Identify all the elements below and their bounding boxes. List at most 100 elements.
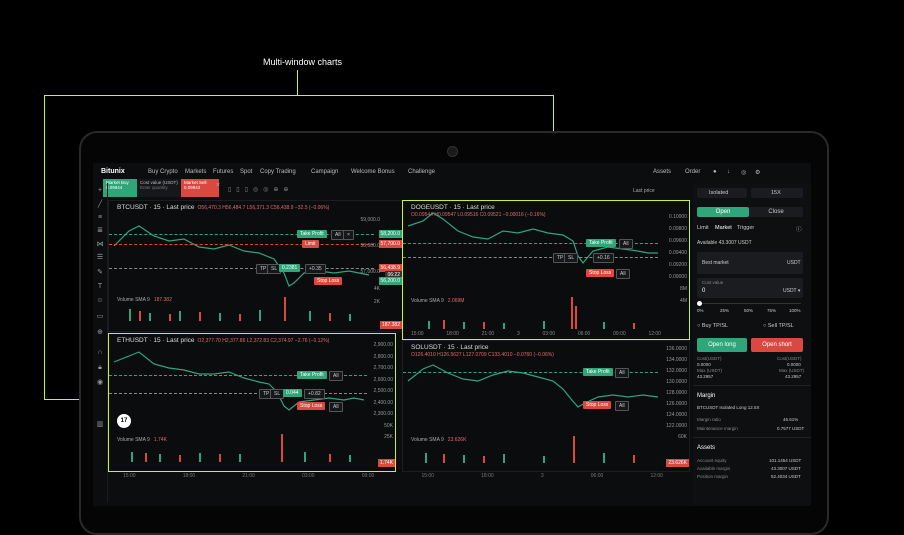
open-short-button[interactable]: Open short <box>751 338 803 352</box>
available-margin-label: Available margin <box>697 466 731 471</box>
size-slider[interactable] <box>699 303 801 304</box>
market-sell-button[interactable]: Market Sell 0.09943 <box>181 179 219 197</box>
stop-loss-label[interactable]: Stop Loss <box>586 269 615 277</box>
cost-label: Cost value <box>702 280 724 285</box>
x-tick: 03:00 <box>542 331 556 337</box>
nav-markets[interactable]: Markets <box>185 169 207 175</box>
take-profit-label[interactable]: Take Profit <box>297 371 327 379</box>
cost-unit[interactable]: USDT ▾ <box>783 288 801 294</box>
download-icon[interactable]: ↓ <box>727 169 730 175</box>
stop-loss-label[interactable]: Stop Loss <box>297 402 326 410</box>
zoom-icon[interactable]: ⊕ <box>97 329 103 336</box>
nav-copy-trading[interactable]: Copy Trading <box>260 169 296 175</box>
sell-tpsl-checkbox[interactable]: ○ Sell TP/SL <box>763 323 794 329</box>
lastprice-select[interactable]: Last price <box>633 188 655 194</box>
available-balance: Available 43.3007 USDT <box>697 240 752 246</box>
size-slider-handle[interactable] <box>697 301 702 306</box>
lock-icon[interactable]: 🔒︎ <box>98 364 102 371</box>
nav-challenge[interactable]: Challenge <box>408 169 436 175</box>
settings-icon[interactable]: ⚙ <box>755 170 761 176</box>
nav-assets[interactable]: Assets <box>653 169 672 175</box>
open-tab[interactable]: Open <box>697 207 749 217</box>
x-tick: 18:00 <box>481 473 494 479</box>
pattern-icon[interactable]: ⋈ <box>96 241 104 248</box>
chart-solusdt[interactable]: SOLUSDT · 15 · Last price O126.4010 H126.… <box>402 340 690 472</box>
magnet-icon[interactable]: ∩ <box>97 349 103 356</box>
pct-50[interactable]: 50% <box>744 308 754 313</box>
max-short-label: Max (USDT) <box>779 368 804 373</box>
cost-value-input[interactable]: Cost value (USDT) Enter quantity <box>137 179 181 197</box>
nav-buy-crypto[interactable]: Buy Crypto <box>148 169 178 175</box>
chart-btcusdt[interactable]: BTCUSDT · 15 · Last price O56,470.3 H56,4… <box>108 200 403 332</box>
text-icon[interactable]: T <box>97 283 103 290</box>
y-axis: 136.0000 134.0000 132.0000 130.0000 128.… <box>666 344 687 443</box>
market-buy-button[interactable]: Market Buy 0.09944 <box>103 179 143 197</box>
pct-100[interactable]: 100% <box>789 308 801 313</box>
sl-all-button[interactable]: All <box>329 402 343 412</box>
limit-label[interactable]: Limit <box>302 240 319 248</box>
tp-close-button[interactable]: × <box>343 230 354 240</box>
tab-trigger[interactable]: Trigger <box>737 225 755 231</box>
stop-loss-label[interactable]: Stop Loss <box>583 401 612 409</box>
open-long-button[interactable]: Open long <box>697 338 747 352</box>
quickbar-close-icon[interactable]: × <box>216 182 221 189</box>
sl-button[interactable]: SL <box>270 389 285 399</box>
tab-limit[interactable]: Limit <box>697 225 709 231</box>
emoji-icon[interactable]: ☺ <box>96 297 104 304</box>
y-tick: 50K <box>384 422 393 429</box>
tp-all-button[interactable]: All <box>619 239 633 249</box>
sl-all-button[interactable]: All <box>615 401 629 411</box>
chart-ethusdt[interactable]: ETHUSDT · 15 · Last price O2,377.70 H2,37… <box>108 333 396 472</box>
channel-icon[interactable]: ≣ <box>97 227 103 234</box>
pct-25[interactable]: 25% <box>720 308 730 313</box>
sl-all-button[interactable]: All <box>616 269 630 279</box>
tp-line <box>109 234 374 235</box>
position-qty[interactable]: 0.044 <box>283 389 302 397</box>
pct-0[interactable]: 0% <box>697 308 704 313</box>
position-margin-label: Position margin <box>697 474 729 479</box>
nav-futures[interactable]: Futures <box>213 169 234 175</box>
annotation-connector <box>297 70 298 96</box>
chart-dogeusdt-title: DOGEUSDT · 15 · Last price O0.09544 H0.09… <box>411 204 546 218</box>
cost-input[interactable]: Cost value 0 USDT ▾ <box>697 278 803 298</box>
nav-welcome-bonus[interactable]: Welcome Bonus <box>351 169 395 175</box>
stop-loss-label[interactable]: Stop Loss <box>314 277 343 285</box>
brush-icon[interactable]: ✎ <box>97 269 103 276</box>
chart-dogeusdt[interactable]: DOGEUSDT · 15 · Last price O0.09544 H0.09… <box>402 200 690 340</box>
price-input[interactable]: Best market USDT <box>697 252 803 274</box>
trash-icon[interactable]: ▥ <box>96 421 104 428</box>
nav-campaign[interactable]: Campaign <box>311 169 339 175</box>
eye-icon[interactable]: ◉ <box>96 379 104 386</box>
pct-75[interactable]: 75% <box>767 308 777 313</box>
logo[interactable]: Bitunix <box>101 168 125 175</box>
assets-heading: Assets <box>697 445 716 451</box>
info-icon[interactable]: ⓘ <box>796 227 802 233</box>
fib-icon[interactable]: ☰ <box>96 254 104 261</box>
crosshair-icon[interactable]: + <box>97 187 103 194</box>
nav-order[interactable]: Order <box>685 169 701 175</box>
position-pnl: +0.82 <box>304 389 325 399</box>
globe-icon[interactable]: ◎ <box>741 170 747 176</box>
chart-btcusdt-volume: Volume SMA 9 187.382 <box>117 297 172 303</box>
tab-market[interactable]: Market <box>715 225 732 231</box>
margin-mode-select[interactable]: Isolated <box>697 188 747 198</box>
limit-line <box>109 244 374 245</box>
leverage-select[interactable]: 15X <box>751 188 803 198</box>
take-profit-label[interactable]: Take Profit <box>583 368 613 376</box>
x-tick: 15:00 <box>123 473 136 479</box>
close-tab[interactable]: Close <box>749 207 803 217</box>
nav-spot[interactable]: Spot <box>240 169 253 175</box>
trendline-icon[interactable]: ╱ <box>97 201 103 208</box>
buy-tpsl-checkbox[interactable]: ○ Buy TP/SL <box>697 323 729 329</box>
take-profit-label[interactable]: Take Profit <box>297 230 327 238</box>
ruler-icon[interactable]: ▭ <box>96 313 104 320</box>
tp-all-button[interactable]: All <box>329 371 343 381</box>
user-icon[interactable]: ● <box>713 169 717 175</box>
y-tick: 0.09800 <box>668 226 687 232</box>
sl-button[interactable]: SL <box>564 253 579 263</box>
position-qty[interactable]: 0.2381 <box>279 264 301 272</box>
x-tick: 3 <box>540 473 544 479</box>
take-profit-label[interactable]: Take Profit <box>586 239 616 247</box>
tp-all-button[interactable]: All <box>615 368 629 378</box>
hline-icon[interactable]: ≡ <box>97 214 103 221</box>
